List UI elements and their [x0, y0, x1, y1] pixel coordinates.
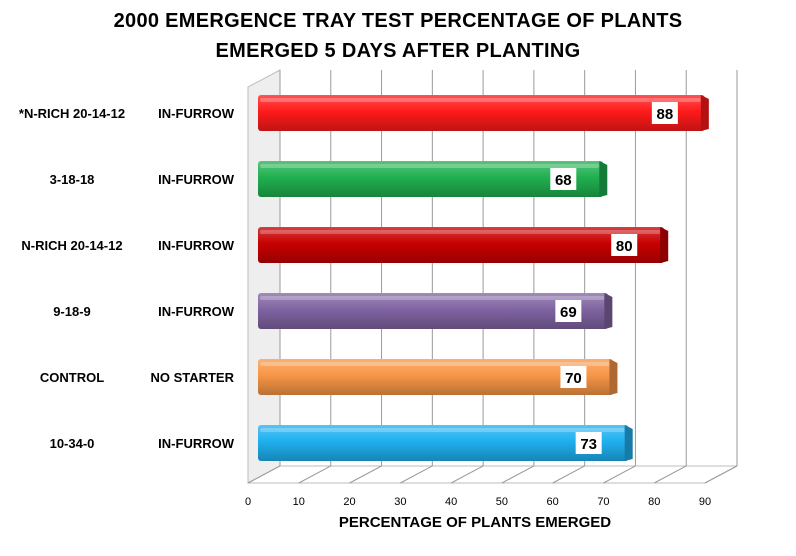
gridline [552, 70, 586, 484]
data-label: 88 [657, 106, 674, 123]
gridline [653, 70, 687, 484]
gridline [450, 70, 484, 484]
data-label: 70 [565, 370, 582, 387]
category-label-placement: NO STARTER [150, 370, 234, 385]
category-label-product: 9-18-9 [53, 304, 91, 319]
floor [247, 465, 738, 484]
gridline [704, 70, 738, 484]
bar [258, 227, 669, 263]
category-label-placement: IN-FURROW [158, 304, 235, 319]
left-wall [247, 69, 281, 484]
gridline [349, 70, 383, 484]
gridline [247, 70, 281, 484]
x-axis-title: PERCENTAGE OF PLANTS EMERGED [338, 514, 612, 531]
data-label: 69 [560, 304, 577, 321]
data-label-box [560, 366, 587, 388]
category-label-product: CONTROL [40, 370, 104, 385]
x-tick-label: 90 [699, 496, 711, 508]
category-label-placement: IN-FURROW [158, 106, 235, 121]
bar [258, 293, 613, 329]
chart-title: 2000 EMERGENCE TRAY TEST PERCENTAGE OF P… [0, 6, 796, 66]
category-label-product: 3-18-18 [50, 172, 95, 187]
data-label-box [611, 234, 638, 256]
x-tick-label: 10 [293, 496, 305, 508]
x-tick-label: 80 [648, 496, 660, 508]
category-labels: *N-RICH 20-14-12 IN-FURROW 3-18-18 IN-FURRO… [19, 106, 235, 451]
data-label-box [575, 432, 602, 454]
x-tick-label: 60 [547, 496, 559, 508]
category-label-product: 10-34-0 [50, 436, 95, 451]
bar [258, 161, 608, 197]
data-label-box [555, 300, 582, 322]
gridline [501, 70, 535, 484]
bars: 88 68 80 69 70 73 [258, 95, 709, 461]
chart-title-line-1: 2000 EMERGENCE TRAY TEST PERCENTAGE OF P… [113, 10, 683, 32]
plot-frame [247, 69, 738, 484]
category-label-product: *N-RICH 20-14-12 [19, 106, 125, 121]
bar [258, 359, 618, 395]
chart-title-line-2: EMERGED 5 DAYS AFTER PLANTING [215, 40, 581, 62]
x-tick-label: 50 [496, 496, 508, 508]
grid-lines [247, 70, 738, 484]
x-tick-label: 40 [445, 496, 457, 508]
x-tick-label: 30 [394, 496, 406, 508]
bar [258, 95, 709, 131]
category-label-placement: IN-FURROW [158, 238, 235, 253]
data-label: 73 [580, 436, 597, 453]
gridline [298, 70, 332, 484]
gridline [603, 70, 636, 484]
data-label-box [651, 102, 678, 124]
data-label: 68 [555, 172, 572, 189]
bar [258, 425, 633, 461]
category-label-placement: IN-FURROW [158, 436, 235, 451]
x-tick-label: 70 [597, 496, 609, 508]
x-tick-labels: 0 10 20 30 40 50 60 70 80 90 [245, 496, 711, 508]
data-label-box [550, 168, 577, 190]
category-label-placement: IN-FURROW [158, 172, 235, 187]
gridline [400, 70, 433, 484]
category-label-product: N-RICH 20-14-12 [21, 238, 122, 253]
x-tick-label: 0 [245, 496, 251, 508]
data-label: 80 [616, 238, 633, 255]
x-tick-label: 20 [343, 496, 355, 508]
